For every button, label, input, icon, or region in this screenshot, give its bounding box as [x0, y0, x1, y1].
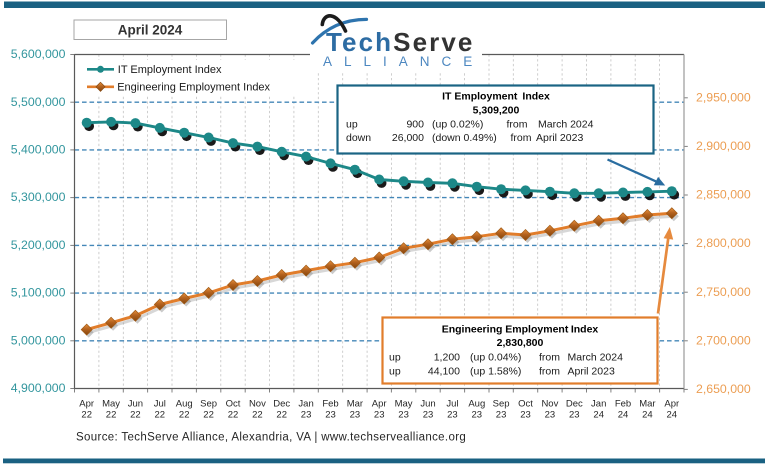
- svg-text:5,100,000: 5,100,000: [11, 286, 66, 300]
- svg-text:5,309,200: 5,309,200: [473, 105, 520, 117]
- svg-text:23: 23: [472, 409, 483, 420]
- svg-text:26,000: 26,000: [392, 132, 424, 144]
- svg-text:2,900,000: 2,900,000: [696, 139, 751, 153]
- svg-text:Feb: Feb: [322, 398, 338, 409]
- svg-text:5,200,000: 5,200,000: [11, 238, 66, 252]
- svg-text:Oct: Oct: [226, 398, 241, 409]
- svg-text:23: 23: [545, 409, 556, 420]
- svg-text:April 2023: April 2023: [568, 366, 615, 378]
- svg-text:Aug: Aug: [468, 398, 485, 409]
- svg-text:May: May: [395, 398, 413, 409]
- svg-text:(up 1.58%): (up 1.58%): [470, 366, 521, 378]
- svg-text:(down 0.49%): (down 0.49%): [432, 132, 497, 144]
- svg-text:Apr: Apr: [372, 398, 387, 409]
- svg-text:Mar: Mar: [347, 398, 363, 409]
- svg-text:Oct: Oct: [518, 398, 533, 409]
- svg-text:TechServe: TechServe: [326, 27, 475, 57]
- svg-text:Apr: Apr: [79, 398, 94, 409]
- svg-text:May: May: [102, 398, 120, 409]
- svg-text:Engineering Employment Index: Engineering Employment Index: [117, 82, 270, 94]
- svg-text:Nov: Nov: [541, 398, 558, 409]
- svg-text:24: 24: [667, 409, 678, 420]
- svg-text:5,600,000: 5,600,000: [11, 47, 66, 61]
- svg-text:down: down: [346, 132, 371, 144]
- svg-text:22: 22: [276, 409, 287, 420]
- svg-text:Apr: Apr: [664, 398, 679, 409]
- svg-text:5,000,000: 5,000,000: [11, 333, 66, 347]
- svg-text:22: 22: [106, 409, 117, 420]
- svg-text:23: 23: [569, 409, 580, 420]
- svg-text:22: 22: [130, 409, 141, 420]
- svg-text:Jun: Jun: [128, 398, 143, 409]
- svg-text:23: 23: [496, 409, 507, 420]
- svg-text:April 2024: April 2024: [118, 23, 183, 38]
- svg-text:up: up: [389, 366, 401, 378]
- svg-text:2,750,000: 2,750,000: [696, 285, 751, 299]
- svg-text:from: from: [539, 352, 560, 364]
- svg-text:Mar: Mar: [639, 398, 655, 409]
- svg-text:Sep: Sep: [200, 398, 217, 409]
- svg-text:23: 23: [520, 409, 531, 420]
- svg-text:1,200: 1,200: [434, 352, 460, 364]
- svg-text:44,100: 44,100: [428, 366, 460, 378]
- svg-text:up: up: [389, 352, 401, 364]
- svg-text:April 2023: April 2023: [536, 132, 583, 144]
- svg-text:2,830,800: 2,830,800: [497, 337, 544, 349]
- svg-text:22: 22: [228, 409, 239, 420]
- svg-text:Jul: Jul: [446, 398, 458, 409]
- svg-text:5,400,000: 5,400,000: [11, 143, 66, 157]
- svg-text:IT Employment Index: IT Employment Index: [118, 64, 222, 76]
- svg-text:Feb: Feb: [615, 398, 631, 409]
- svg-text:23: 23: [398, 409, 409, 420]
- svg-text:2,800,000: 2,800,000: [696, 236, 751, 250]
- svg-text:22: 22: [252, 409, 263, 420]
- svg-text:Sep: Sep: [493, 398, 510, 409]
- svg-text:2,700,000: 2,700,000: [696, 333, 751, 347]
- svg-text:March 2024: March 2024: [568, 352, 624, 364]
- svg-text:22: 22: [81, 409, 92, 420]
- svg-text:23: 23: [374, 409, 385, 420]
- svg-text:900: 900: [406, 119, 424, 131]
- svg-text:(up 0.02%): (up 0.02%): [432, 119, 483, 131]
- svg-text:Jun: Jun: [420, 398, 435, 409]
- svg-text:Nov: Nov: [249, 398, 266, 409]
- svg-text:Aug: Aug: [176, 398, 193, 409]
- svg-text:23: 23: [447, 409, 458, 420]
- svg-text:23: 23: [423, 409, 434, 420]
- svg-text:from: from: [539, 366, 560, 378]
- svg-text:24: 24: [642, 409, 653, 420]
- svg-text:2,850,000: 2,850,000: [696, 188, 751, 202]
- svg-text:Dec: Dec: [273, 398, 290, 409]
- svg-text:22: 22: [203, 409, 214, 420]
- svg-text:from: from: [511, 132, 532, 144]
- svg-text:23: 23: [325, 409, 336, 420]
- svg-text:Source: TechServe Alliance, Al: Source: TechServe Alliance, Alexandria, …: [76, 432, 466, 444]
- svg-text:Jul: Jul: [154, 398, 166, 409]
- svg-text:5,500,000: 5,500,000: [11, 95, 66, 109]
- svg-text:5,300,000: 5,300,000: [11, 190, 66, 204]
- svg-text:up: up: [346, 119, 358, 131]
- svg-text:Jan: Jan: [591, 398, 606, 409]
- svg-text:24: 24: [593, 409, 604, 420]
- svg-text:22: 22: [155, 409, 166, 420]
- svg-text:ALLIANCE: ALLIANCE: [323, 54, 484, 69]
- svg-text:4,900,000: 4,900,000: [11, 381, 66, 395]
- svg-text:March 2024: March 2024: [538, 119, 594, 131]
- svg-text:23: 23: [350, 409, 361, 420]
- svg-text:Jan: Jan: [298, 398, 313, 409]
- svg-text:24: 24: [618, 409, 629, 420]
- svg-text:from: from: [507, 119, 528, 131]
- svg-text:23: 23: [301, 409, 312, 420]
- svg-text:2,650,000: 2,650,000: [696, 382, 751, 396]
- svg-text:(up 0.04%): (up 0.04%): [470, 352, 521, 364]
- svg-text:22: 22: [179, 409, 190, 420]
- svg-text:Dec: Dec: [566, 398, 583, 409]
- svg-text:2,950,000: 2,950,000: [696, 90, 751, 104]
